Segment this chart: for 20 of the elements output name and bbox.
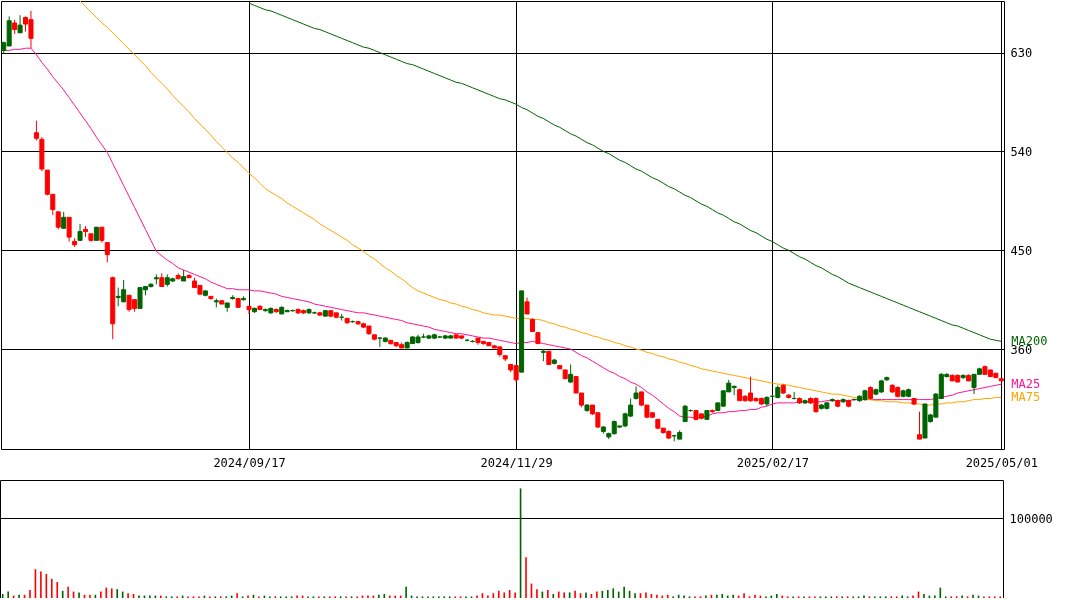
candlestick	[33, 120, 39, 141]
line-series	[79, 0, 1002, 406]
candlestick	[960, 373, 966, 380]
x-tick-label: 2024/11/29	[480, 455, 553, 470]
series-label: MA75	[1011, 390, 1041, 405]
x-tick-label: 2025/05/01	[965, 455, 1038, 470]
candlestick	[246, 305, 252, 315]
y-tick-label: 630	[1010, 46, 1033, 61]
candlestick	[104, 242, 110, 263]
x-tick-label: 2024/09/17	[213, 455, 286, 470]
y-tick-label: 450	[1010, 243, 1033, 258]
y-tick-label: 540	[1010, 144, 1033, 159]
series-label: MA25	[1011, 377, 1041, 392]
candlestick	[916, 411, 923, 440]
candlestick	[17, 14, 23, 34]
x-tick-label: 2025/02/17	[736, 455, 809, 470]
candlestick	[66, 216, 72, 242]
candlestick	[633, 385, 639, 401]
line-series	[248, 2, 1002, 342]
y-tick-label: 100000	[1009, 511, 1053, 526]
